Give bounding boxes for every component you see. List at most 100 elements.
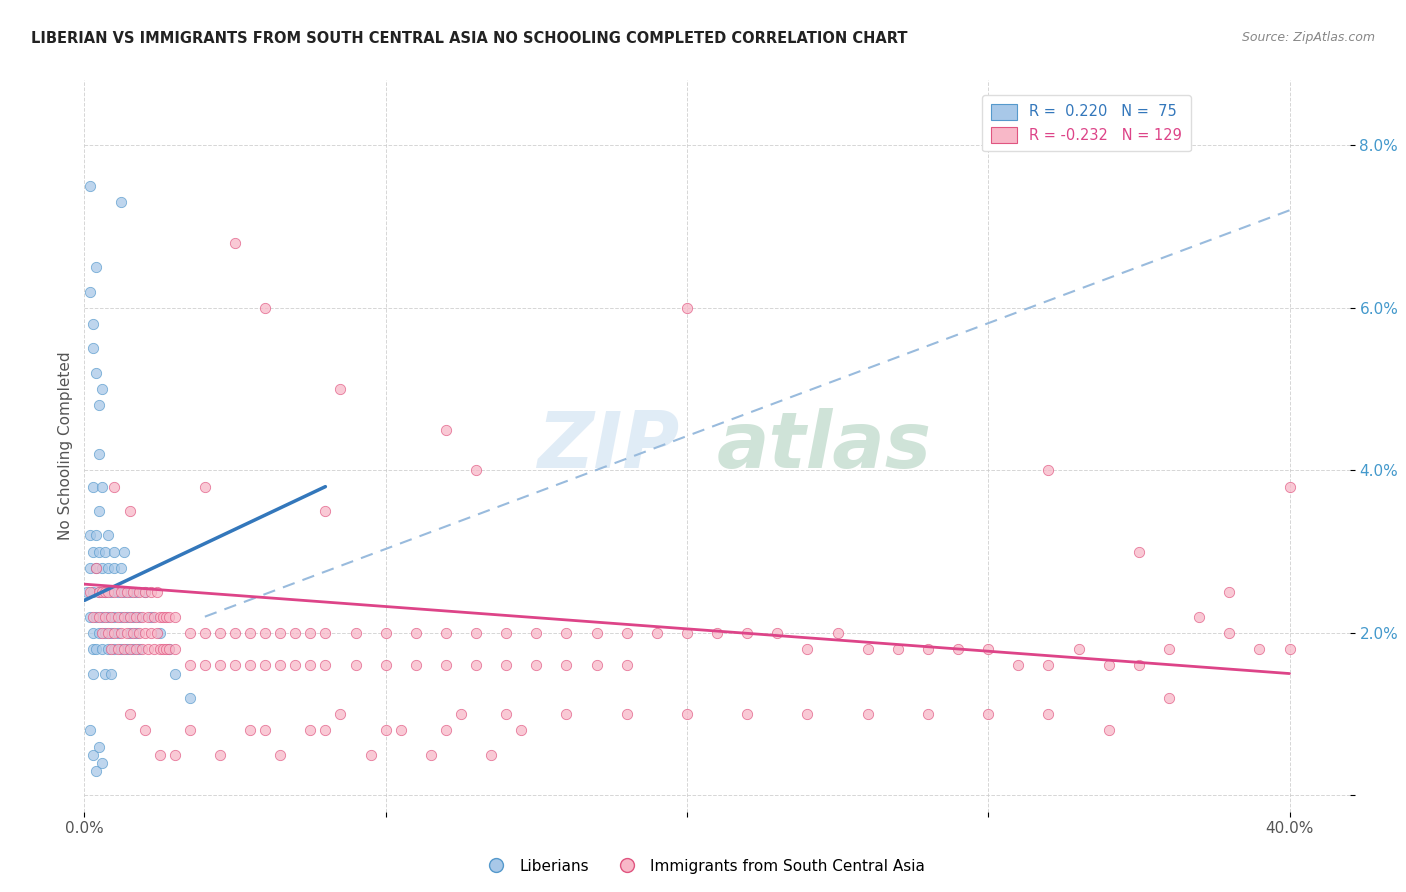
Point [254, 658, 277, 673]
Point [157, 642, 180, 657]
Point [163, 666, 186, 681]
Point [239, 626, 262, 640]
Point [136, 642, 159, 657]
Point [163, 747, 186, 762]
Point [194, 626, 217, 640]
Point [149, 747, 172, 762]
Point [100, 666, 122, 681]
Point [314, 504, 336, 518]
Point [827, 626, 849, 640]
Point [91, 756, 114, 770]
Point [299, 658, 322, 673]
Point [121, 585, 143, 599]
Point [110, 195, 132, 210]
Point [208, 658, 231, 673]
Point [299, 626, 322, 640]
Point [94, 544, 117, 558]
Point [115, 585, 138, 599]
Point [524, 626, 547, 640]
Point [495, 626, 517, 640]
Point [254, 626, 277, 640]
Point [94, 585, 117, 599]
Point [100, 585, 122, 599]
Point [91, 585, 114, 599]
Point [434, 658, 457, 673]
Point [124, 585, 146, 599]
Point [946, 642, 969, 657]
Point [374, 658, 396, 673]
Point [97, 609, 120, 624]
Point [1067, 642, 1090, 657]
Point [179, 658, 201, 673]
Point [91, 480, 114, 494]
Point [82, 609, 104, 624]
Point [179, 626, 201, 640]
Point [224, 658, 246, 673]
Point [86, 609, 108, 624]
Point [314, 723, 336, 738]
Point [254, 723, 277, 738]
Point [110, 642, 132, 657]
Point [97, 561, 120, 575]
Point [450, 707, 472, 722]
Point [1128, 544, 1150, 558]
Point [1038, 658, 1060, 673]
Point [1157, 642, 1180, 657]
Point [79, 528, 101, 542]
Point [124, 609, 146, 624]
Point [419, 747, 441, 762]
Point [79, 178, 101, 193]
Point [145, 626, 167, 640]
Point [112, 544, 135, 558]
Point [224, 626, 246, 640]
Point [269, 658, 291, 673]
Point [1188, 609, 1211, 624]
Point [100, 609, 122, 624]
Point [94, 626, 117, 640]
Point [465, 658, 488, 673]
Point [706, 626, 728, 640]
Point [89, 739, 111, 754]
Point [118, 642, 141, 657]
Point [1249, 642, 1271, 657]
Point [495, 658, 517, 673]
Point [329, 707, 352, 722]
Point [118, 585, 141, 599]
Point [94, 585, 117, 599]
Point [208, 626, 231, 640]
Point [616, 707, 638, 722]
Point [89, 609, 111, 624]
Point [329, 382, 352, 396]
Point [735, 626, 758, 640]
Point [103, 642, 125, 657]
Point [796, 707, 818, 722]
Legend: Liberians, Immigrants from South Central Asia: Liberians, Immigrants from South Central… [475, 853, 931, 880]
Point [89, 626, 111, 640]
Point [149, 609, 172, 624]
Point [128, 642, 150, 657]
Point [115, 626, 138, 640]
Point [100, 626, 122, 640]
Point [284, 626, 307, 640]
Point [103, 609, 125, 624]
Point [269, 747, 291, 762]
Point [107, 609, 129, 624]
Point [89, 585, 111, 599]
Point [121, 626, 143, 640]
Point [89, 585, 111, 599]
Point [284, 658, 307, 673]
Point [91, 626, 114, 640]
Point [194, 480, 217, 494]
Point [89, 544, 111, 558]
Text: LIBERIAN VS IMMIGRANTS FROM SOUTH CENTRAL ASIA NO SCHOOLING COMPLETED CORRELATIO: LIBERIAN VS IMMIGRANTS FROM SOUTH CENTRA… [31, 31, 907, 46]
Point [856, 642, 879, 657]
Point [314, 658, 336, 673]
Point [139, 609, 162, 624]
Point [344, 658, 367, 673]
Point [616, 658, 638, 673]
Point [86, 764, 108, 778]
Point [110, 626, 132, 640]
Point [139, 585, 162, 599]
Point [86, 260, 108, 275]
Point [86, 561, 108, 575]
